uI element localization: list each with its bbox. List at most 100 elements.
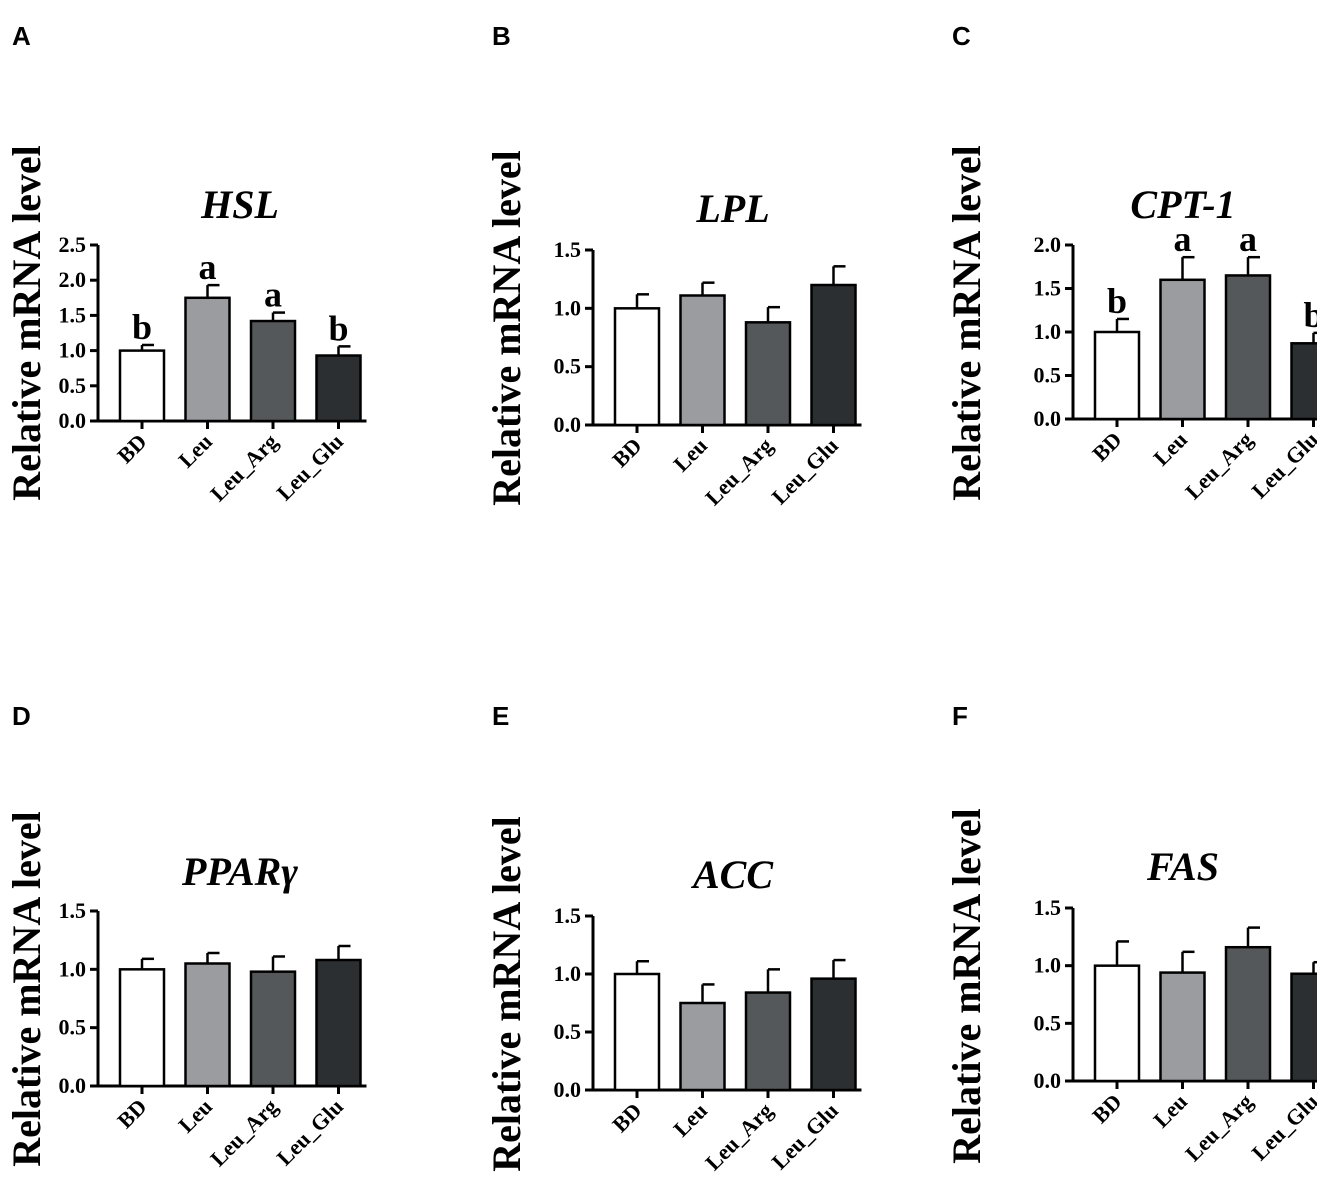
x-tick-label: Leu_Arg xyxy=(1180,1089,1257,1166)
panel-d: D PPARγ Relative mRNA level 0.0 0.5 1.0 1.5 BD L… xyxy=(4,701,367,1171)
bar-leu-glu xyxy=(315,354,362,423)
bar-leu-arg xyxy=(1224,945,1272,1083)
x-tick-label: Leu_Arg xyxy=(1180,427,1257,504)
y-tick-label: 0.0 xyxy=(554,1077,582,1102)
x-tick-label: Leu xyxy=(1148,1089,1192,1133)
y-axis-label: Relative mRNA level xyxy=(4,811,49,1166)
bar-leu-glu xyxy=(1290,972,1317,1083)
y-tick-label: 0.5 xyxy=(1034,1010,1062,1035)
y-tick-label: 2.0 xyxy=(59,267,87,292)
significance-label: b xyxy=(1107,281,1127,321)
bar-bd xyxy=(118,349,166,423)
bar-leu-arg xyxy=(744,321,792,427)
y-tick-label: 1.0 xyxy=(1034,953,1062,978)
y-axis-label: Relative mRNA level xyxy=(944,145,989,500)
bar-leu-glu xyxy=(810,283,857,427)
significance-label: b xyxy=(328,308,348,348)
y-tick-label: 1.0 xyxy=(59,956,87,981)
panel-letter: C xyxy=(952,21,971,51)
bar-leu-arg xyxy=(744,991,792,1092)
y-tick-label: 1.5 xyxy=(1034,895,1062,920)
y-tick-label: 0.0 xyxy=(59,1073,87,1098)
y-tick-label: 1.0 xyxy=(59,338,87,363)
panel-letter: B xyxy=(492,21,511,51)
x-tick-label: Leu xyxy=(173,429,217,473)
panel-b: B LPL Relative mRNA level 0.0 0.5 1.0 1.5 BD Leu… xyxy=(484,21,862,510)
y-tick-label: 0.0 xyxy=(1034,1068,1062,1093)
x-tick-label: BD xyxy=(112,429,151,468)
chart-title: PPARγ xyxy=(181,849,298,894)
bar-bd xyxy=(613,307,661,427)
bar-leu-arg xyxy=(1224,274,1272,421)
chart-title: CPT-1 xyxy=(1130,182,1235,227)
panel-e: E ACC Relative mRNA level 0.0 0.5 1.0 1.5 BD Leu… xyxy=(484,701,862,1175)
x-tick-label: Leu_Glu xyxy=(1247,427,1317,503)
y-axis-label: Relative mRNA level xyxy=(944,808,989,1163)
significance-label: b xyxy=(132,307,152,347)
panel-letter: E xyxy=(492,701,509,731)
x-tick-label: Leu_Glu xyxy=(767,433,843,509)
panel-f: F FAS Relative mRNA level 0.0 0.5 1.0 1.5 BD Leu… xyxy=(944,701,1317,1166)
y-tick-label: 0.5 xyxy=(1034,363,1062,388)
x-tick-label: Leu xyxy=(668,1098,712,1142)
x-tick-label: Leu_Arg xyxy=(205,429,282,506)
y-axis-label: Relative mRNA level xyxy=(4,145,49,500)
bar-leu xyxy=(184,296,231,423)
x-tick-label: Leu_Glu xyxy=(1247,1089,1317,1165)
bar-leu xyxy=(1159,971,1206,1083)
bar-leu-arg xyxy=(249,970,297,1088)
y-axis-label: Relative mRNA level xyxy=(484,816,529,1171)
panel-c: C CPT-1 Relative mRNA level 0.0 0.5 1.0 1.5 2.0… xyxy=(944,21,1317,504)
y-axis-label: Relative mRNA level xyxy=(484,150,529,505)
x-tick-label: BD xyxy=(1087,427,1126,466)
x-tick-label: BD xyxy=(112,1094,151,1133)
y-tick-label: 1.5 xyxy=(1034,276,1062,301)
y-tick-label: 0.5 xyxy=(554,1019,582,1044)
y-tick-label: 0.0 xyxy=(59,408,87,433)
bar-leu-glu xyxy=(1290,342,1317,421)
bar-leu xyxy=(679,294,726,427)
x-tick-label: Leu_Arg xyxy=(700,1098,777,1175)
x-tick-label: BD xyxy=(1087,1089,1126,1128)
bar-leu xyxy=(679,1001,726,1092)
bar-bd xyxy=(1093,330,1141,421)
significance-label: a xyxy=(264,275,282,315)
significance-label: a xyxy=(1239,219,1257,259)
y-tick-label: 0.5 xyxy=(59,1015,87,1040)
y-tick-label: 1.5 xyxy=(59,898,87,923)
x-tick-label: Leu_Arg xyxy=(205,1094,282,1171)
x-tick-label: Leu_Glu xyxy=(272,1094,348,1170)
bar-leu-arg xyxy=(249,319,297,423)
panel-letter: D xyxy=(12,701,31,731)
y-tick-label: 1.0 xyxy=(554,295,582,320)
bar-leu xyxy=(184,962,231,1088)
bar-leu xyxy=(1159,278,1206,421)
x-tick-label: BD xyxy=(607,1098,646,1137)
panel-a: A HSL Relative mRNA level 0.0 0.5 1.0 1.5 2.0 2.… xyxy=(4,21,367,506)
y-tick-label: 1.5 xyxy=(554,237,582,262)
panel-letter: F xyxy=(952,701,968,731)
y-tick-label: 2.0 xyxy=(1034,232,1062,257)
x-tick-label: Leu xyxy=(668,433,712,477)
chart-title: ACC xyxy=(690,852,774,897)
chart-title: LPL xyxy=(695,186,769,231)
x-tick-label: Leu xyxy=(173,1094,217,1138)
chart-title: FAS xyxy=(1146,844,1219,889)
y-tick-label: 1.0 xyxy=(1034,319,1062,344)
bar-bd xyxy=(118,968,166,1088)
y-tick-label: 1.5 xyxy=(554,903,582,928)
y-tick-label: 0.5 xyxy=(554,354,582,379)
significance-label: a xyxy=(199,247,217,287)
y-tick-label: 0.0 xyxy=(554,412,582,437)
bar-bd xyxy=(613,972,661,1092)
y-tick-label: 2.5 xyxy=(59,232,87,257)
x-tick-label: Leu_Glu xyxy=(767,1098,843,1174)
bar-leu-glu xyxy=(315,958,362,1088)
chart-title: HSL xyxy=(200,182,279,227)
significance-label: b xyxy=(1303,295,1317,335)
x-tick-label: BD xyxy=(607,433,646,472)
bar-leu-glu xyxy=(810,977,857,1092)
y-tick-label: 0.0 xyxy=(1034,406,1062,431)
y-tick-label: 1.5 xyxy=(59,302,87,327)
